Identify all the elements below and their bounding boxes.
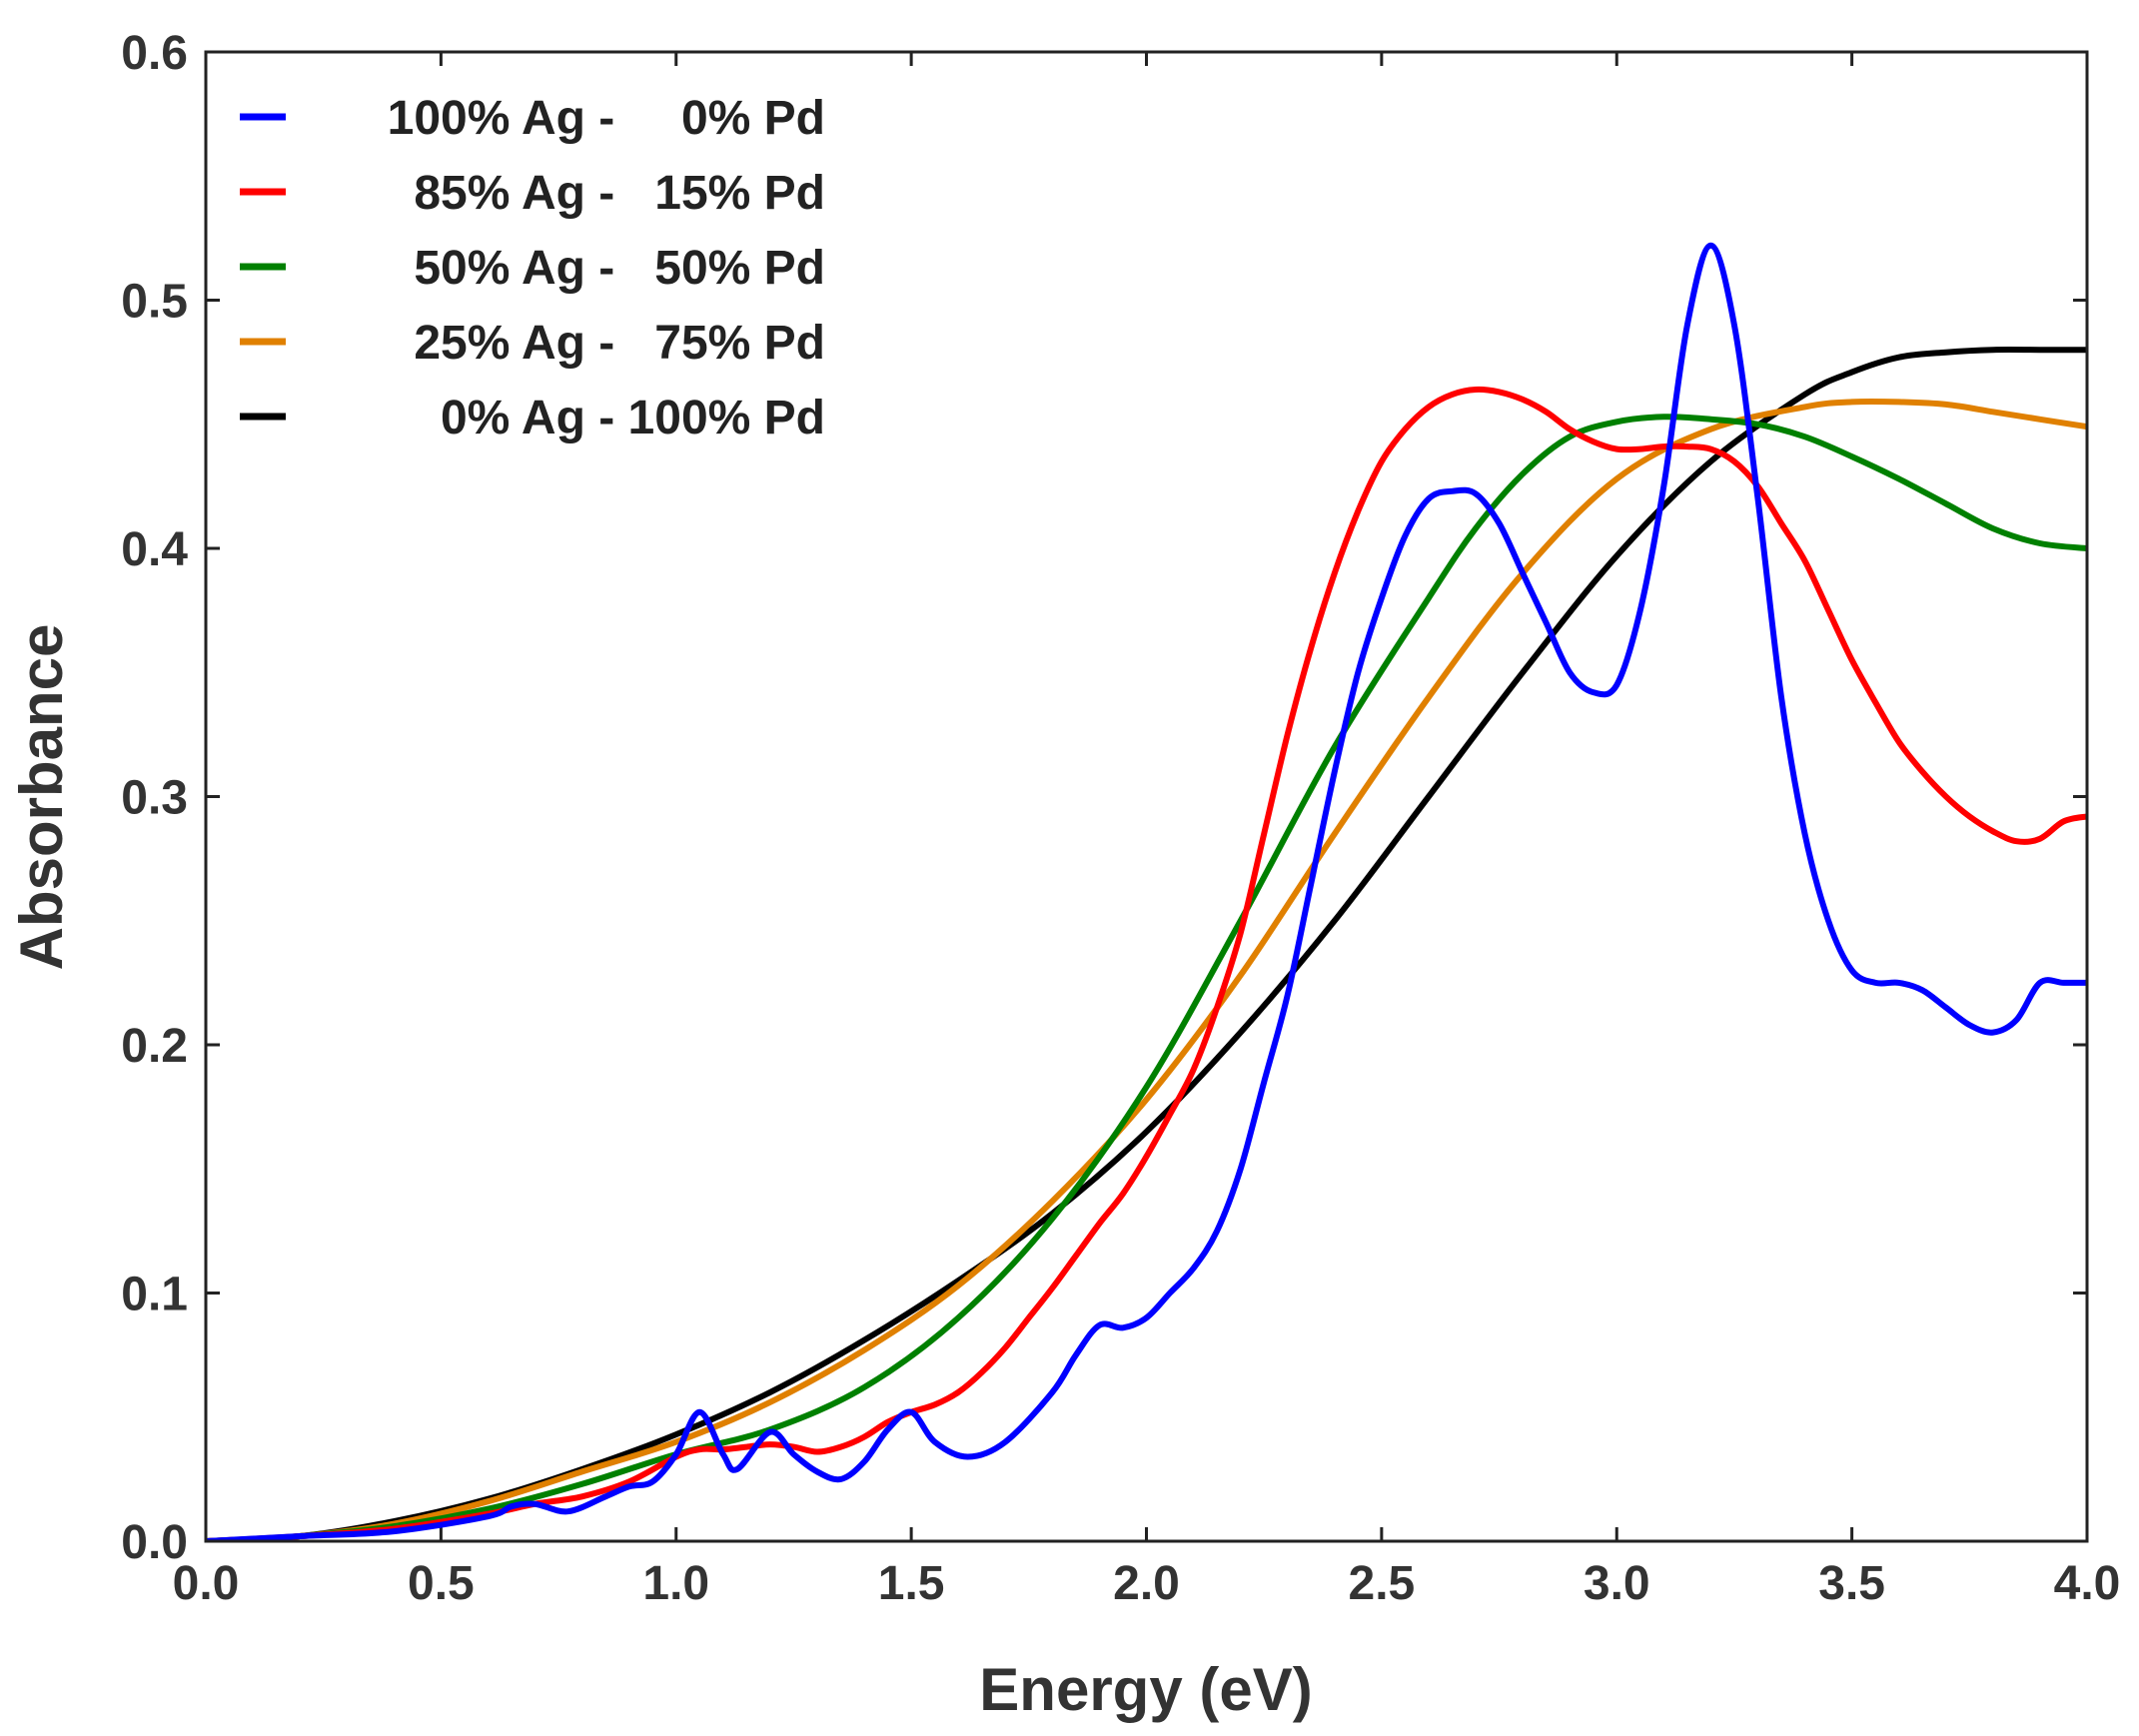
- x-tick-label: 0.5: [408, 1557, 475, 1610]
- legend-label: 85% Ag - 15% Pd: [414, 167, 825, 220]
- x-axis-title: Energy (eV): [979, 1656, 1312, 1723]
- plot-frame: [204, 50, 2089, 1543]
- legend-label: 50% Ag - 50% Pd: [414, 242, 825, 295]
- series-line-85-ag-15-pd: [206, 386, 2087, 1541]
- x-tick-label: 2.0: [1113, 1557, 1180, 1610]
- y-tick-label: 0.0: [121, 1516, 188, 1569]
- series-lines: [206, 242, 2087, 1541]
- y-tick-label: 0.4: [121, 523, 188, 576]
- y-axis-tick-labels: 0.0 0.1 0.2 0.3 0.4 0.5 0.6: [121, 27, 188, 1569]
- x-tick-label: 3.5: [1818, 1557, 1885, 1610]
- legend: 100% Ag - 0% Pd 85% Ag - 15% Pd 50% Ag - 5…: [240, 92, 825, 444]
- x-tick-label: 1.5: [878, 1557, 945, 1610]
- y-tick-label: 0.5: [121, 276, 188, 329]
- y-tick-label: 0.6: [121, 27, 188, 80]
- x-tick-label: 2.5: [1349, 1557, 1416, 1610]
- series-line-0-ag-100-pd: [206, 347, 2087, 1541]
- y-tick-label: 0.3: [121, 772, 188, 825]
- series-line-100-ag-0-pd: [206, 242, 2087, 1541]
- y-axis-title: Absorbance: [8, 624, 75, 971]
- y-tick-label: 0.2: [121, 1020, 188, 1073]
- x-tick-label: 0.0: [173, 1557, 240, 1610]
- x-tick-label: 1.0: [642, 1557, 709, 1610]
- legend-label: 25% Ag - 75% Pd: [414, 317, 825, 370]
- legend-label: 0% Ag - 100% Pd: [441, 392, 825, 444]
- x-tick-label: 4.0: [2054, 1557, 2121, 1610]
- series-line-25-ag-75-pd: [206, 398, 2087, 1541]
- y-tick-label: 0.1: [121, 1269, 188, 1321]
- x-axis-tick-labels: 0.0 0.5 1.0 1.5 2.0 2.5 3.0 3.5 4.0: [173, 1557, 2121, 1610]
- series-line-50-ag-50-pd: [206, 414, 2087, 1541]
- x-tick-label: 3.0: [1584, 1557, 1650, 1610]
- legend-label: 100% Ag - 0% Pd: [388, 92, 825, 145]
